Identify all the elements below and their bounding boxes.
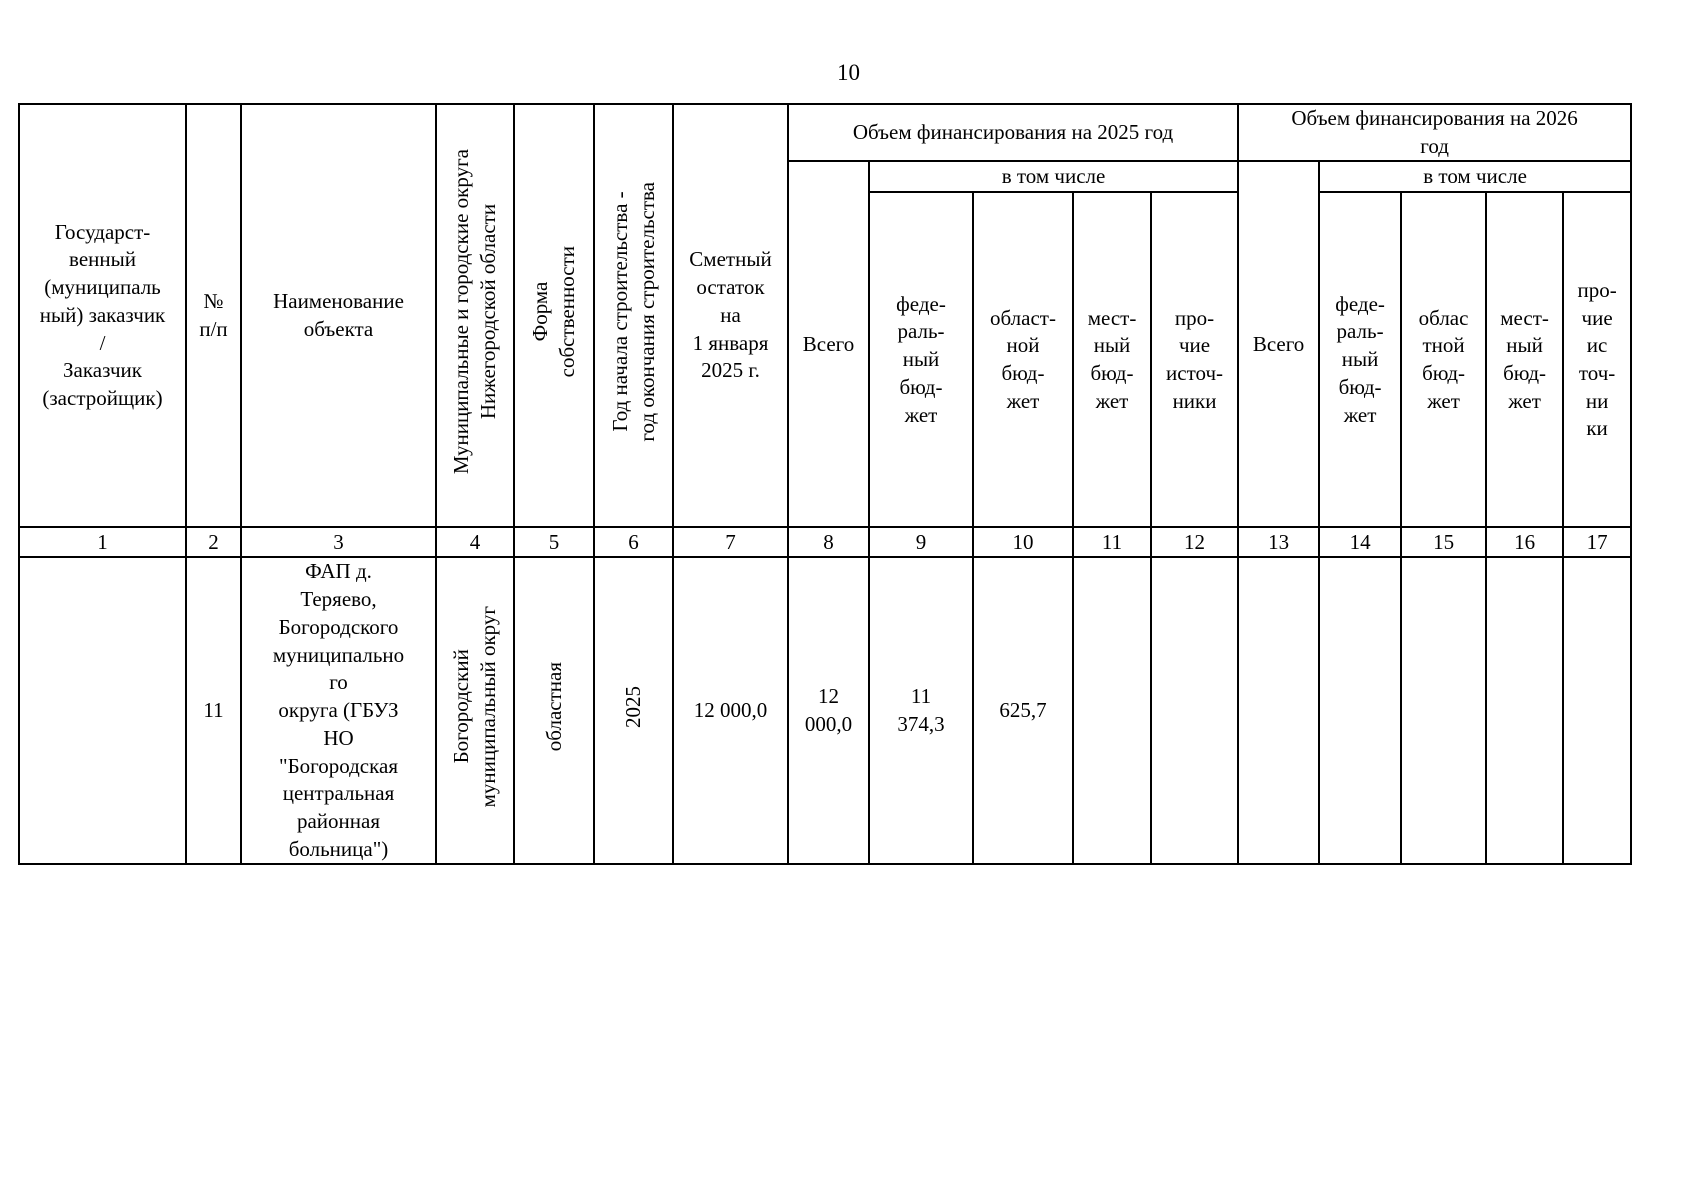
cell-object-name: ФАП д. Теряево, Богородского муниципальн… [240,556,437,866]
column-number: 4 [435,526,515,559]
header-federal-budget-2026: феде- раль- ный бюд- жет [1318,191,1403,529]
header-including-2026: в том числе [1318,160,1633,194]
header-customer: Государст- венный (муниципаль ный) заказ… [18,102,187,529]
cell-estimate-balance: 12 000,0 [672,556,789,866]
column-number: 8 [787,526,870,559]
cell-ownership-form: областная [513,556,595,866]
header-construction-years-text: Год начала строительства - год окончания… [607,182,659,442]
header-ownership-form-text: Форма собственности [528,246,579,378]
header-other-sources-2025: про- чие источ- ники [1149,191,1240,529]
header-construction-years: Год начала строительства - год окончания… [593,102,674,529]
column-number: 3 [240,526,437,559]
header-municipal-district: Муниципальные и городские округа Нижегор… [435,102,515,529]
cell-federal-2025: 11 374,3 [868,556,974,866]
cell-customer [18,556,187,866]
column-number: 7 [672,526,789,559]
cell-construction-years-text: 2025 [621,686,646,729]
cell-row-number: 11 [185,556,242,866]
cell-other-2025 [1149,556,1240,866]
header-local-budget-2026: мест- ный бюд- жет [1485,191,1565,529]
header-including-2025: в том числе [867,160,1240,194]
column-number: 1 [18,526,187,559]
cell-ownership-form-text: областная [541,662,566,752]
header-federal-budget-2025: феде- раль- ный бюд- жет [868,191,974,529]
column-number: 5 [513,526,595,559]
cell-regional-2026 [1400,556,1488,866]
header-municipal-district-text: Муниципальные и городские округа Нижегор… [449,149,500,475]
header-object-name: Наименование объекта [240,102,437,529]
header-other-sources-2026: про- чие ис точ- ни ки [1562,191,1633,529]
header-regional-budget-2026: облас тной бюд- жет [1400,191,1488,529]
table-row: 11 ФАП д. Теряево, Богородского муниципа… [18,556,1633,866]
header-funding-2026: Объем финансирования на 2026 год [1237,102,1633,163]
header-row-number: № п/п [185,102,242,529]
header-funding-2025: Объем финансирования на 2025 год [786,102,1240,163]
column-number: 2 [185,526,242,559]
column-number: 9 [868,526,974,559]
cell-other-2026 [1562,556,1633,866]
header-local-budget-2025: мест- ный бюд- жет [1072,191,1152,529]
cell-construction-years: 2025 [593,556,674,866]
column-number: 10 [972,526,1074,559]
financing-table: Государст- венный (муниципаль ный) заказ… [18,102,1633,866]
column-number: 17 [1562,526,1633,559]
header-total-2025: Всего [787,160,870,529]
column-number: 13 [1237,526,1321,559]
cell-municipal-district-text: Богородский муниципальный округ [449,606,500,808]
column-number: 15 [1400,526,1488,559]
column-number: 11 [1072,526,1152,559]
cell-total-2026 [1237,556,1321,866]
header-ownership-form: Форма собственности [513,102,595,529]
header-estimate-balance: Сметный остаток на 1 января 2025 г. [672,102,789,529]
header-total-2026: Всего [1237,160,1321,529]
column-number: 14 [1318,526,1403,559]
cell-local-2026 [1485,556,1565,866]
cell-total-2025: 12 000,0 [787,556,870,866]
cell-regional-2025: 625,7 [972,556,1074,866]
column-number: 16 [1485,526,1565,559]
header-regional-budget-2025: област- ной бюд- жет [972,191,1074,529]
cell-municipal-district: Богородский муниципальный округ [435,556,515,866]
column-number: 12 [1149,526,1240,559]
column-numbers-row: 1 2 3 4 5 6 7 8 9 10 11 12 13 14 15 16 1… [18,526,1633,559]
cell-federal-2026 [1318,556,1403,866]
column-number: 6 [593,526,674,559]
page-number: 10 [837,60,860,85]
cell-local-2025 [1072,556,1152,866]
